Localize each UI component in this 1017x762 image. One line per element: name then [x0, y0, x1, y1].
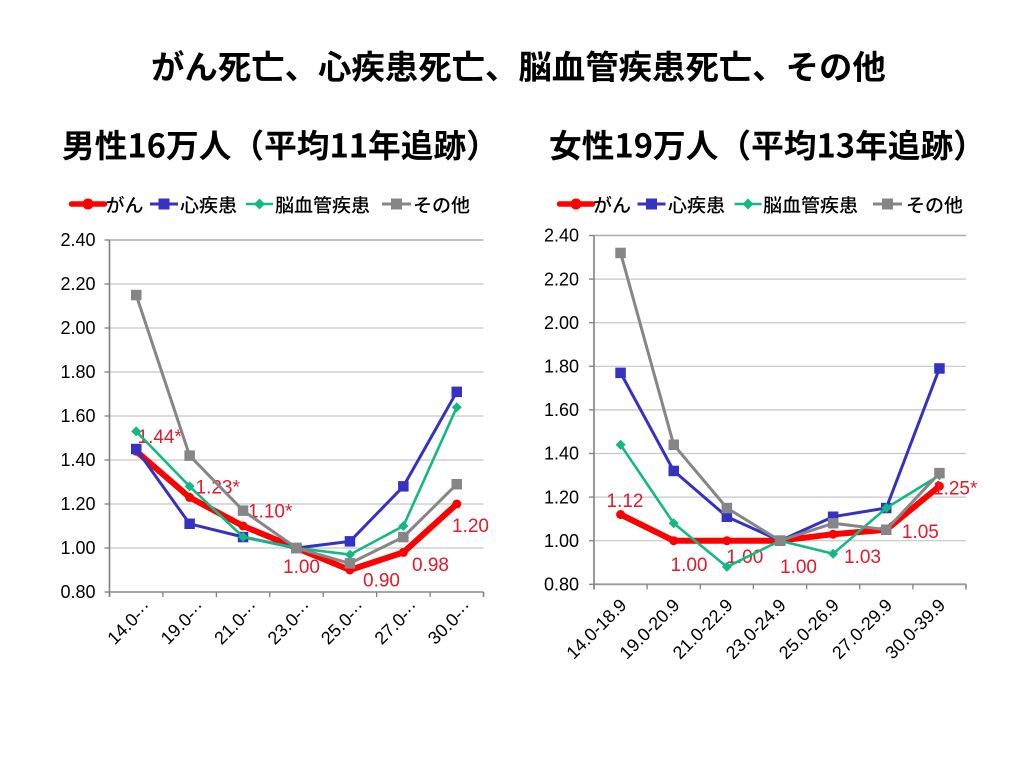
svg-text:1.00: 1.00 — [283, 557, 320, 578]
svg-text:1.80: 1.80 — [544, 357, 579, 377]
svg-text:1.03: 1.03 — [844, 547, 881, 568]
svg-text:1.40: 1.40 — [60, 450, 95, 470]
svg-text:1.20: 1.20 — [544, 487, 579, 507]
svg-text:2.00: 2.00 — [544, 313, 579, 333]
svg-text:1.23*: 1.23* — [196, 478, 241, 499]
svg-text:1.60: 1.60 — [60, 406, 95, 426]
svg-text:2.40: 2.40 — [60, 230, 95, 250]
svg-text:0.98: 0.98 — [412, 555, 449, 576]
svg-text:1.00: 1.00 — [544, 531, 579, 551]
svg-text:1.40: 1.40 — [544, 444, 579, 464]
svg-text:2.00: 2.00 — [60, 318, 95, 338]
svg-text:0.80: 0.80 — [60, 582, 95, 602]
svg-text:1.80: 1.80 — [60, 362, 95, 382]
svg-text:0.90: 0.90 — [363, 571, 400, 592]
svg-text:1.00: 1.00 — [60, 538, 95, 558]
svg-text:2.20: 2.20 — [544, 269, 579, 289]
svg-text:1.20: 1.20 — [60, 494, 95, 514]
svg-text:1.60: 1.60 — [544, 400, 579, 420]
svg-text:1.00: 1.00 — [780, 557, 817, 578]
svg-text:2.20: 2.20 — [60, 274, 95, 294]
svg-text:0.80: 0.80 — [544, 575, 579, 595]
svg-text:1.05: 1.05 — [902, 522, 939, 543]
svg-text:1.20: 1.20 — [452, 516, 489, 537]
svg-text:1.12: 1.12 — [607, 491, 644, 512]
svg-text:1.25*: 1.25* — [933, 479, 978, 500]
svg-text:1.44*: 1.44* — [138, 427, 183, 448]
svg-text:1.00: 1.00 — [671, 555, 708, 576]
svg-text:2.40: 2.40 — [544, 226, 579, 246]
svg-text:1.10*: 1.10* — [248, 502, 293, 523]
